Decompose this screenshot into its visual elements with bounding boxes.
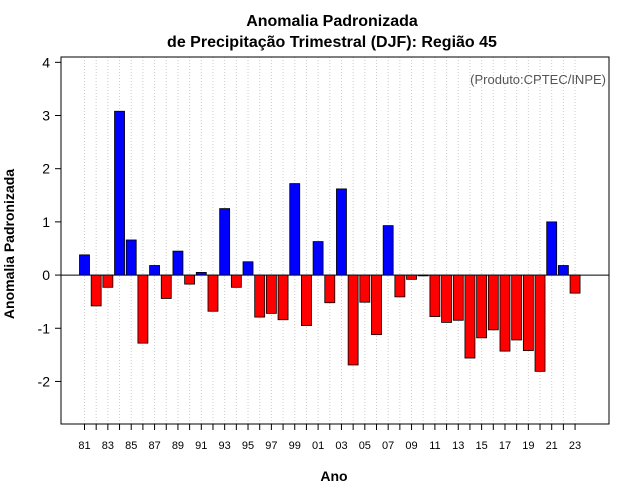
bar-2012 (441, 274, 452, 323)
bar-2018 (511, 274, 523, 341)
bar-2013 (452, 274, 464, 321)
bar-2015 (476, 274, 488, 339)
bar-2021 (546, 221, 558, 276)
x-tick-label: 01 (312, 440, 324, 452)
y-tick-label: 2 (42, 161, 50, 177)
y-axis: -2 -1 0 1 2 3 4 (38, 54, 61, 389)
bar-2005 (359, 274, 371, 303)
chart-title-line-1: Anomalia Padronizada (246, 13, 418, 30)
bar-2008 (394, 274, 406, 298)
bar-1998 (277, 274, 289, 321)
bar-2017 (499, 274, 511, 352)
y-axis-title: Anomalia Padronizada (1, 169, 17, 319)
y-tick-label: 0 (42, 267, 50, 283)
x-tick-label: 11 (429, 440, 440, 452)
bar-1986 (137, 274, 149, 344)
bar-1982 (90, 274, 102, 307)
bar-2003 (336, 188, 347, 276)
bar-2007 (382, 225, 394, 276)
x-tick-label: 87 (148, 440, 160, 452)
bar-2016 (487, 274, 499, 331)
x-tick-label: 85 (125, 440, 137, 452)
grid-lines (84, 57, 576, 424)
y-tick-label: 1 (42, 214, 50, 230)
y-tick-label: -2 (38, 373, 51, 389)
bar-2014 (464, 274, 476, 359)
y-tick-label: -1 (38, 320, 51, 336)
bar-1996 (254, 274, 266, 318)
x-axis: 81 83 85 87 89 91 93 95 97 99 01 03 05 07 09 11 13 15 17 19… (78, 424, 581, 452)
bar-1984 (114, 110, 125, 276)
x-tick-label: 95 (242, 440, 254, 452)
bar-2000 (301, 274, 312, 327)
x-tick-label: 93 (219, 440, 231, 452)
y-tick-label: 4 (42, 54, 50, 70)
x-tick-label: 15 (475, 440, 487, 452)
bar-2023 (569, 274, 581, 294)
x-axis-title: Ano (320, 468, 347, 484)
bar-2001 (312, 241, 324, 276)
x-tick-label: 09 (405, 440, 417, 452)
x-tick-label: 19 (522, 440, 534, 452)
bar-2011 (429, 274, 441, 317)
plot-frame (60, 56, 610, 425)
bar-1991 (195, 272, 207, 276)
bar-2002 (324, 274, 336, 304)
x-tick-label: 17 (499, 440, 511, 452)
x-tick-label: 23 (569, 440, 581, 452)
bar-1989 (172, 250, 184, 276)
bar-1992 (207, 274, 219, 312)
source-annotation: (Produto:CPTEC/INPE) (470, 72, 606, 87)
bar-1993 (219, 208, 231, 276)
y-tick-label: 3 (42, 108, 50, 124)
x-tick-label: 91 (195, 440, 207, 452)
x-tick-label: 81 (78, 440, 90, 452)
bar-1988 (160, 274, 172, 299)
x-tick-label: 03 (335, 440, 347, 452)
x-tick-label: 13 (452, 440, 464, 452)
x-tick-label: 99 (289, 440, 301, 452)
bar-1987 (149, 265, 160, 276)
x-tick-label: 07 (382, 440, 394, 452)
x-tick-label: 83 (102, 440, 114, 452)
bar-2020 (534, 274, 546, 372)
bar-2019 (522, 274, 534, 351)
bar-1985 (125, 239, 137, 276)
bar-1999 (289, 183, 301, 276)
bar-2009 (406, 274, 417, 280)
bar-1983 (102, 274, 114, 288)
bar-2022 (557, 265, 569, 276)
bar-2004 (347, 274, 359, 366)
bar-1994 (230, 274, 242, 288)
bar-2010 (417, 274, 429, 277)
x-tick-label: 21 (546, 440, 558, 452)
x-tick-label: 05 (359, 440, 371, 452)
bar-1997 (265, 274, 277, 314)
bars (79, 110, 581, 372)
chart-title-line-2: de Precipitação Trimestral (DJF): Região… (167, 34, 497, 51)
bar-1981 (79, 254, 90, 276)
bar-1995 (242, 261, 254, 276)
bar-2006 (371, 274, 382, 336)
x-tick-label: 89 (172, 440, 184, 452)
bar-1990 (184, 274, 196, 285)
x-tick-label: 97 (265, 440, 277, 452)
